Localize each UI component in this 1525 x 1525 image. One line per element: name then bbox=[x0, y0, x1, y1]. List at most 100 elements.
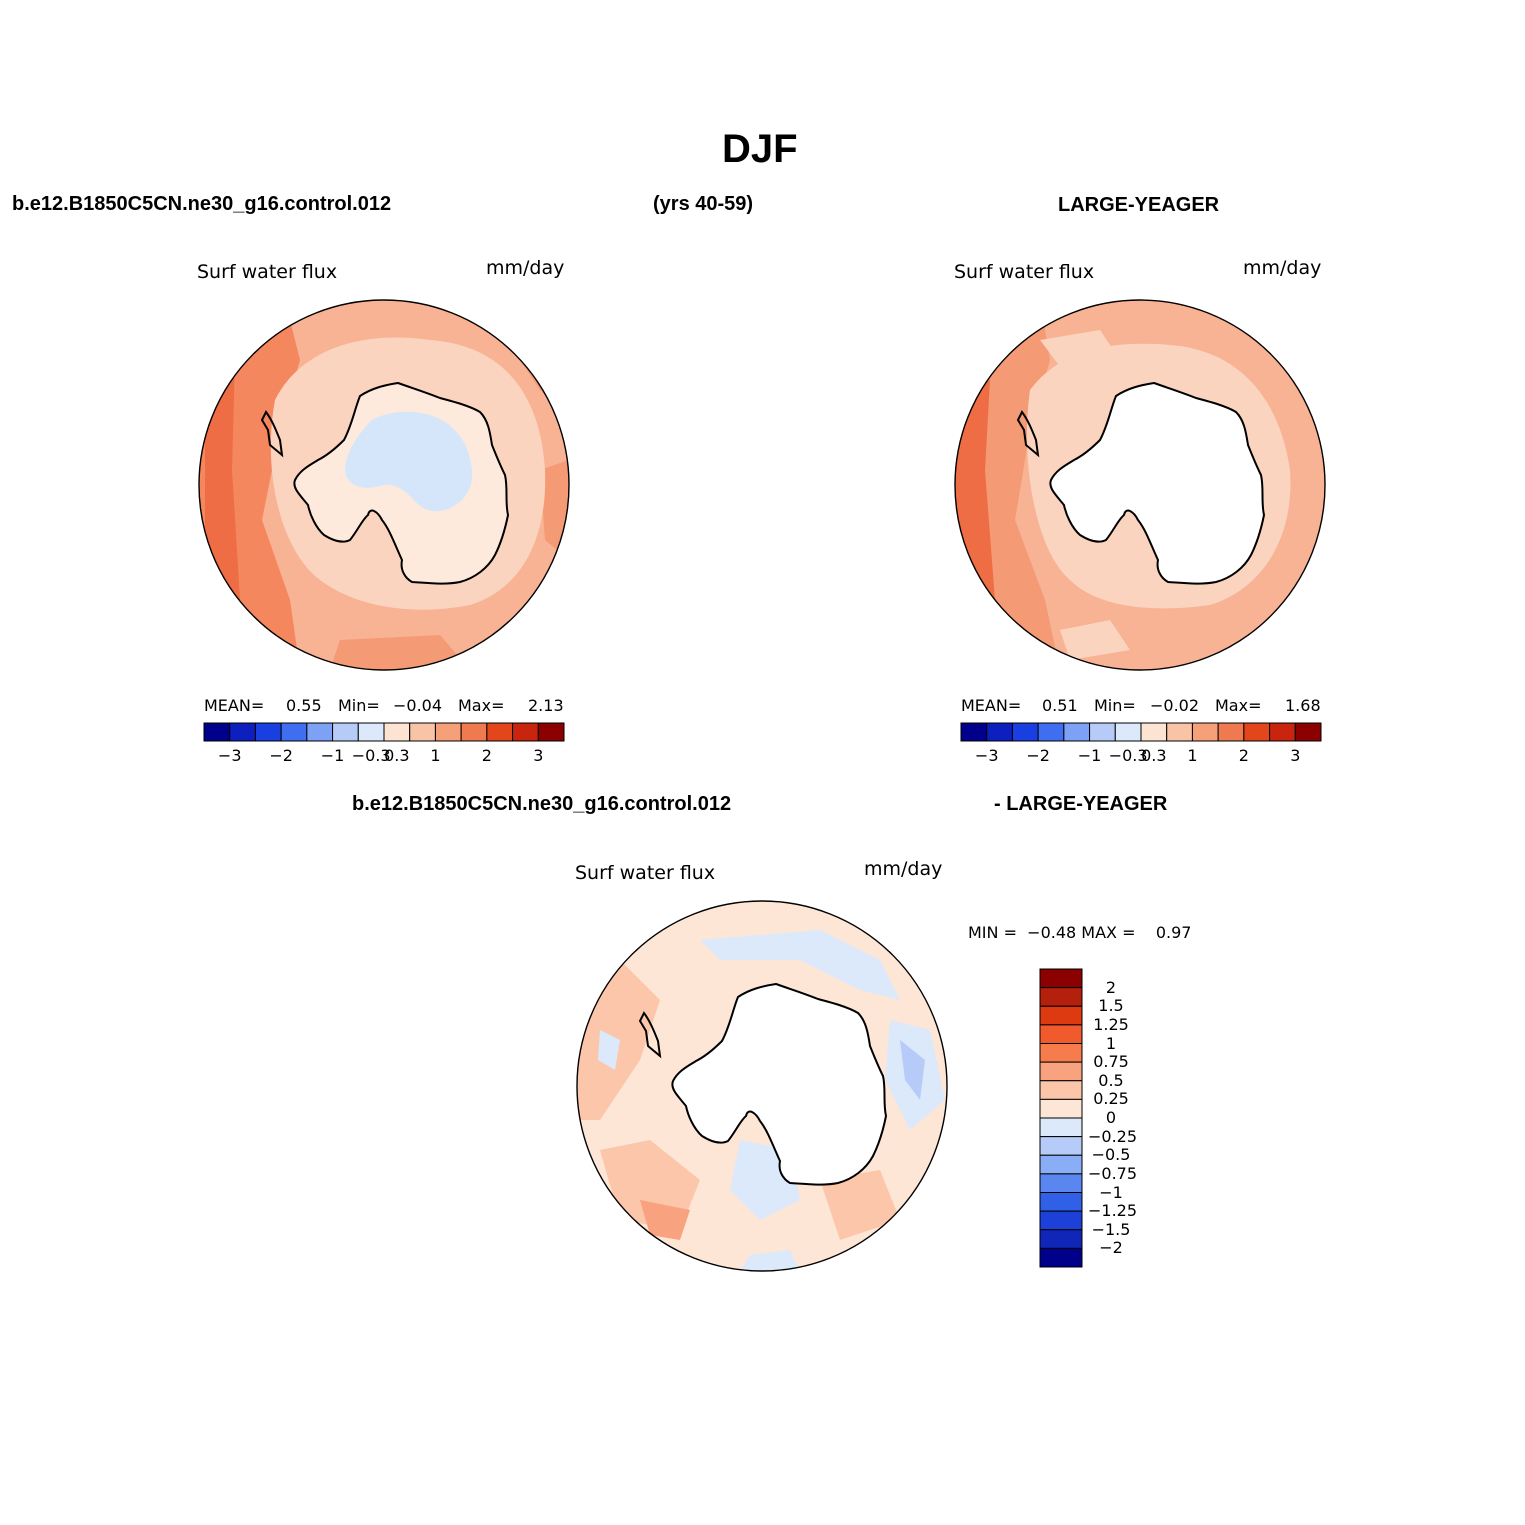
panel2-mean-value: 0.51 bbox=[1042, 696, 1078, 715]
colorbar-box bbox=[1039, 968, 1083, 989]
colorbar-box bbox=[1039, 1173, 1083, 1193]
colorbar-tick-label: 1 bbox=[1105, 1033, 1117, 1053]
colorbar-tick-label: 0.75 bbox=[1093, 1052, 1129, 1072]
colorbar-tick-label: −0.3 bbox=[351, 746, 391, 765]
colorbar-box bbox=[1039, 1080, 1083, 1100]
colorbar-box bbox=[986, 722, 1013, 742]
colorbar-tick-label: 2 bbox=[1105, 977, 1117, 997]
years-label: (yrs 40-59) bbox=[653, 193, 754, 215]
colorbar-tick-label: −2 bbox=[1099, 1238, 1123, 1258]
colorbar-box bbox=[1140, 722, 1168, 742]
colorbar-tick-label: 1.5 bbox=[1098, 996, 1124, 1016]
colorbar-tick-label: −3 bbox=[217, 746, 242, 765]
colorbar-box bbox=[357, 722, 385, 742]
panel2-max-label: Max= bbox=[1215, 696, 1262, 715]
colorbar-box bbox=[460, 722, 488, 742]
colorbar-tick-label: −1 bbox=[1099, 1182, 1123, 1202]
panel3-minmax-label: MIN = −0.48 MAX = 0.97 bbox=[968, 923, 1192, 942]
panel2-min-value: −0.02 bbox=[1150, 696, 1200, 715]
colorbar-tick-label: −3 bbox=[974, 746, 999, 765]
panel2-mean-label: MEAN= bbox=[961, 696, 1022, 715]
panel3-map bbox=[576, 900, 948, 1272]
colorbar-box bbox=[203, 722, 231, 742]
colorbar-tick-label: −0.3 bbox=[1108, 746, 1148, 765]
colorbar-box bbox=[1269, 722, 1296, 742]
colorbar-tick-label: −1.5 bbox=[1091, 1219, 1131, 1239]
colorbar-tick-label: 0.25 bbox=[1093, 1089, 1129, 1109]
colorbar-box bbox=[1089, 722, 1116, 742]
colorbar-box bbox=[434, 722, 462, 742]
colorbar-tick-label: 0.3 bbox=[384, 746, 410, 765]
panel2-units-label: mm/day bbox=[1243, 257, 1322, 279]
panel2-map bbox=[954, 299, 1326, 671]
colorbar-tick-label: −1 bbox=[1077, 746, 1102, 765]
panel2-variable-label: Surf water flux bbox=[954, 261, 1095, 283]
obs-name-label: LARGE-YEAGER bbox=[1058, 194, 1220, 216]
colorbar-box bbox=[1037, 722, 1065, 742]
colorbar-box bbox=[254, 722, 282, 742]
colorbar-box bbox=[1039, 1061, 1083, 1082]
colorbar-tick-label: 2 bbox=[1238, 746, 1249, 765]
colorbar-box bbox=[512, 722, 539, 742]
colorbar-box bbox=[1011, 722, 1039, 742]
colorbar-box bbox=[1039, 1192, 1083, 1212]
panel1-max-label: Max= bbox=[458, 696, 505, 715]
colorbar-box bbox=[960, 722, 988, 742]
colorbar-tick-label: 3 bbox=[533, 746, 544, 765]
colorbar-tick-label: −2 bbox=[1026, 746, 1050, 765]
colorbar-tick-label: 1 bbox=[1187, 746, 1198, 765]
colorbar-box bbox=[1039, 1210, 1083, 1231]
diff-title-left: b.e12.B1850C5CN.ne30_g16.control.012 bbox=[352, 793, 732, 815]
panel1-min-label: Min= bbox=[338, 696, 380, 715]
panel2-min-label: Min= bbox=[1094, 696, 1136, 715]
colorbar-box bbox=[1039, 1136, 1083, 1156]
colorbar-box bbox=[332, 722, 359, 742]
diff-title-right: - LARGE-YEAGER bbox=[994, 793, 1168, 815]
colorbar-box bbox=[1191, 722, 1219, 742]
colorbar-tick-label: −1.25 bbox=[1088, 1201, 1138, 1221]
colorbar-box bbox=[537, 722, 565, 742]
colorbar-box bbox=[1039, 1247, 1083, 1268]
colorbar-box bbox=[1243, 722, 1271, 742]
panel1-min-value: −0.04 bbox=[393, 696, 443, 715]
colorbar-tick-label: −1 bbox=[320, 746, 345, 765]
colorbar-tick-label: 3 bbox=[1290, 746, 1301, 765]
colorbar-box bbox=[1039, 1098, 1083, 1119]
colorbar-box bbox=[1063, 722, 1091, 742]
colorbar-tick-label: 0.5 bbox=[1098, 1070, 1124, 1090]
colorbar-tick-label: −0.5 bbox=[1091, 1145, 1131, 1165]
panel1-max-value: 2.13 bbox=[528, 696, 564, 715]
colorbar-box bbox=[1039, 1024, 1083, 1044]
colorbar-box bbox=[1114, 722, 1142, 742]
figure-title: DJF bbox=[722, 127, 798, 171]
panel1-mean-label: MEAN= bbox=[204, 696, 265, 715]
colorbar-tick-label: 2 bbox=[481, 746, 492, 765]
case-name-label: b.e12.B1850C5CN.ne30_g16.control.012 bbox=[12, 193, 392, 215]
colorbar-tick-label: 0.3 bbox=[1141, 746, 1167, 765]
panel2-max-value: 1.68 bbox=[1285, 696, 1321, 715]
colorbar-tick-label: −0.25 bbox=[1088, 1126, 1138, 1146]
colorbar-box bbox=[1039, 1154, 1083, 1175]
panel1-units-label: mm/day bbox=[486, 257, 565, 279]
colorbar-tick-label: −2 bbox=[269, 746, 293, 765]
colorbar-vertical-diff bbox=[1039, 968, 1083, 1268]
colorbar-box bbox=[1039, 987, 1083, 1007]
colorbar-horizontal-panel1 bbox=[203, 722, 565, 742]
colorbar-box bbox=[1039, 1005, 1083, 1026]
colorbar-box bbox=[1217, 722, 1245, 742]
panel1-map bbox=[198, 299, 570, 671]
colorbar-tick-label: −0.75 bbox=[1088, 1163, 1138, 1183]
colorbar-box bbox=[1166, 722, 1193, 742]
colorbar-box bbox=[409, 722, 436, 742]
colorbar-box bbox=[229, 722, 256, 742]
colorbar-box bbox=[1039, 1229, 1083, 1249]
colorbar-box bbox=[1039, 1043, 1083, 1063]
panel3-variable-label: Surf water flux bbox=[575, 862, 716, 884]
panel1-mean-value: 0.55 bbox=[286, 696, 322, 715]
colorbar-box bbox=[383, 722, 411, 742]
colorbar-tick-label: 1.25 bbox=[1093, 1014, 1129, 1034]
colorbar-box bbox=[306, 722, 334, 742]
panel3-units-label: mm/day bbox=[864, 858, 943, 880]
colorbar-horizontal-panel2 bbox=[960, 722, 1322, 742]
colorbar-tick-label: 0 bbox=[1105, 1108, 1117, 1127]
